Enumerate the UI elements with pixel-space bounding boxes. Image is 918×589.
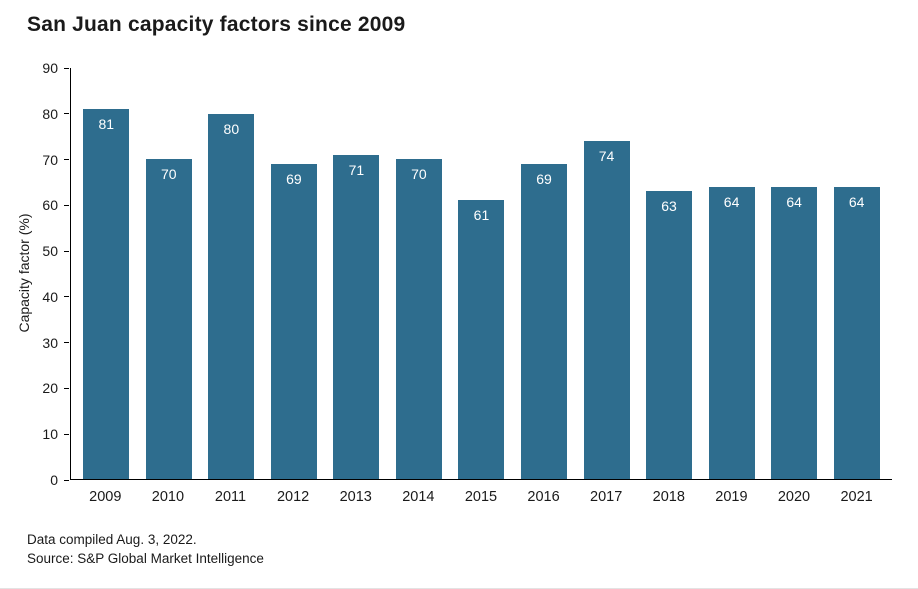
y-tick-label: 60 — [42, 197, 58, 214]
x-tick-label: 2017 — [590, 489, 623, 505]
x-tick-label: 2016 — [527, 489, 560, 505]
x-tick-label: 2013 — [339, 489, 372, 505]
y-tick-label: 0 — [50, 472, 58, 488]
bar-2018: 63 — [646, 191, 693, 479]
bar-2019: 64 — [708, 186, 755, 479]
bar-2014: 70 — [395, 159, 442, 479]
x-tick-label: 2018 — [652, 489, 685, 505]
plot-area: 81 70 80 69 71 70 61 69 74 63 64 64 64 — [70, 68, 892, 480]
bar-2012: 69 — [270, 163, 317, 479]
y-tick-mark — [64, 433, 69, 435]
bar-2020: 64 — [771, 186, 818, 479]
bar-value-label: 64 — [848, 193, 865, 210]
y-tick-mark — [64, 387, 69, 389]
bar-value-label: 74 — [598, 148, 615, 165]
footer-notes: Data compiled Aug. 3, 2022. Source: S&P … — [27, 531, 264, 569]
bar-value-label: 61 — [473, 207, 490, 224]
bar-value-label: 70 — [161, 166, 177, 183]
y-tick-mark — [64, 159, 69, 161]
y-tick-label: 90 — [42, 60, 58, 76]
x-axis-labels: 2009 2010 2011 2012 2013 2014 2015 2016 2017 2018… — [70, 489, 892, 505]
bar-value-label: 70 — [411, 166, 427, 183]
y-tick-label: 70 — [42, 151, 58, 168]
y-tick-mark — [64, 67, 69, 69]
y-tick-mark — [64, 479, 69, 481]
bar-value-label: 64 — [723, 193, 740, 210]
x-tick-label: 2011 — [214, 489, 247, 505]
y-tick-label: 50 — [42, 243, 58, 260]
y-tick-mark — [64, 204, 69, 206]
y-tick-label: 20 — [42, 380, 58, 397]
bar-2016: 69 — [520, 163, 567, 479]
bars: 81 70 80 69 71 70 61 69 74 63 64 64 64 — [71, 68, 892, 479]
x-tick-label: 2015 — [464, 489, 498, 505]
bar-2009: 81 — [83, 109, 130, 479]
x-tick-label: 2020 — [777, 489, 811, 505]
bar-2010: 70 — [145, 159, 192, 479]
footer-source: Source: S&P Global Market Intelligence — [27, 550, 264, 566]
x-tick-label: 2010 — [151, 489, 185, 505]
bar-2021: 64 — [833, 186, 880, 479]
bar-2013: 71 — [333, 154, 380, 479]
x-tick-label: 2019 — [715, 489, 748, 505]
y-tick-mark — [64, 342, 69, 344]
y-axis-title: Capacity factor (%) — [16, 213, 32, 333]
y-tick-mark — [64, 296, 69, 298]
bar-value-label: 81 — [98, 116, 115, 133]
bar-2017: 74 — [583, 141, 630, 479]
bar-2011: 80 — [208, 113, 255, 479]
chart-title: San Juan capacity factors since 2009 — [27, 13, 406, 36]
bar-2015: 61 — [458, 200, 505, 479]
y-tick-mark — [64, 250, 69, 252]
footer-compiled: Data compiled Aug. 3, 2022. — [27, 532, 197, 547]
y-tick-label: 80 — [42, 105, 58, 122]
x-tick-label: 2009 — [89, 489, 122, 505]
x-tick-label: 2014 — [402, 489, 435, 505]
y-tick-label: 40 — [42, 288, 58, 305]
bar-value-label: 69 — [286, 170, 302, 187]
bar-value-label: 71 — [348, 161, 365, 178]
x-tick-label: 2012 — [276, 489, 310, 505]
bar-value-label: 63 — [661, 198, 677, 215]
y-tick-mark — [64, 113, 69, 115]
bar-value-label: 64 — [786, 193, 802, 210]
bar-value-label: 69 — [536, 170, 552, 187]
y-tick-label: 10 — [42, 426, 58, 443]
bar-value-label: 80 — [223, 120, 240, 137]
y-tick-label: 30 — [42, 334, 58, 351]
x-tick-label: 2021 — [840, 489, 873, 505]
